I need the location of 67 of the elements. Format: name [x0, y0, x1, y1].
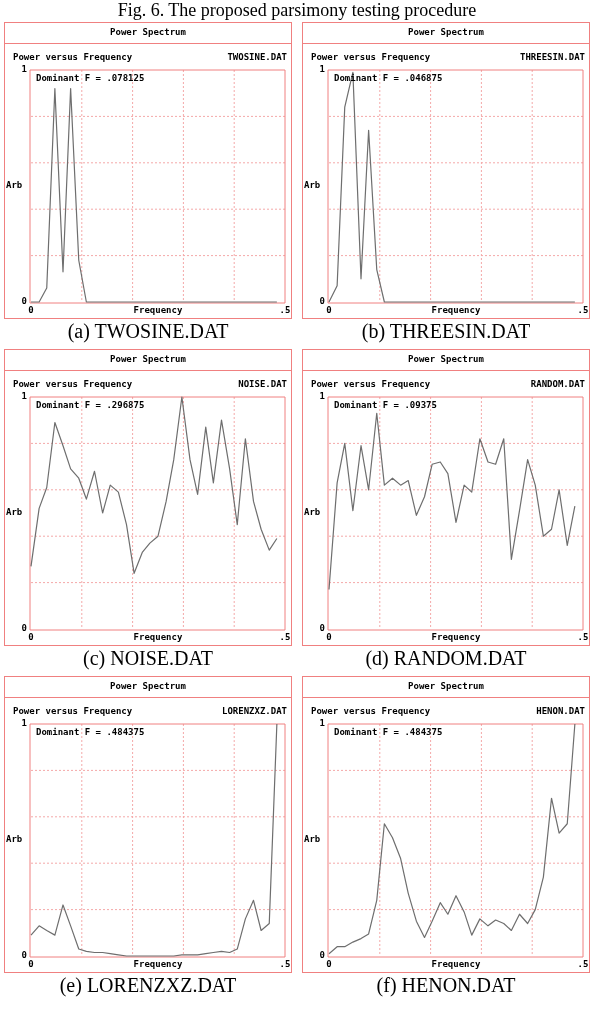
y-axis-title: Arb	[6, 834, 23, 845]
annotation: Dominant F = .484375	[334, 726, 443, 737]
y-axis-title: Arb	[6, 507, 23, 518]
y-tick-label: 0	[319, 296, 325, 307]
text: RANDOM.DAT	[530, 379, 585, 391]
annotation: Dominant F = .09375	[334, 399, 437, 410]
text: (d) RANDOM.DAT	[365, 646, 527, 670]
chart-title: Power Spectrum	[303, 23, 589, 44]
text: THREESIN.DAT	[519, 52, 585, 64]
text: TWOSINE.DAT	[227, 52, 287, 64]
y-tick-label: 0	[21, 296, 27, 307]
text: (c) NOISE.DAT	[83, 646, 213, 670]
y-tick-label: 1	[21, 391, 27, 402]
chart-title: Power Spectrum	[5, 350, 291, 371]
y-tick-label: 0	[21, 623, 27, 634]
x-tick-label: 0	[28, 958, 34, 969]
y-tick-label: 0	[319, 623, 325, 634]
annotation: Dominant F = .296875	[36, 399, 145, 410]
chart-subtitle: Power versus Frequency	[311, 706, 431, 718]
y-tick-label: 1	[319, 718, 325, 729]
x-tick-label: .5	[577, 958, 589, 969]
x-tick-label: 0	[326, 304, 332, 315]
x-tick-label: 0	[28, 304, 34, 315]
y-axis-title: Arb	[304, 834, 321, 845]
chart-title: Power Spectrum	[5, 23, 291, 44]
text: (f) HENON.DAT	[376, 973, 516, 997]
chart-subtitle: Power versus Frequency	[13, 706, 133, 718]
x-tick-label: 0	[326, 631, 332, 642]
y-tick-label: 0	[21, 950, 27, 961]
annotation: Dominant F = .078125	[36, 72, 145, 83]
text: LORENZXZ.DAT	[221, 706, 287, 718]
y-axis-title: Arb	[304, 180, 321, 191]
x-tick-label: .5	[577, 631, 589, 642]
y-tick-label: 1	[21, 64, 27, 75]
chart-title: Power Spectrum	[303, 350, 589, 371]
chart-title: Power Spectrum	[5, 677, 291, 698]
x-axis-title: Frequency	[431, 631, 481, 642]
y-axis-title: Arb	[304, 507, 321, 518]
x-tick-label: 0	[326, 958, 332, 969]
annotation: Dominant F = .484375	[36, 726, 145, 737]
y-tick-label: 1	[319, 64, 325, 75]
x-tick-label: 0	[28, 631, 34, 642]
text: (a) TWOSINE.DAT	[67, 319, 229, 343]
text: HENON.DAT	[536, 706, 585, 718]
text: (b) THREESIN.DAT	[361, 319, 531, 343]
y-tick-label: 1	[319, 391, 325, 402]
caption: Fig. 6. The proposed parsimony testing procedure	[116, 0, 478, 22]
chart-subtitle: Power versus Frequency	[13, 52, 133, 64]
text: NOISE.DAT	[238, 379, 287, 391]
x-axis-title: Frequency	[133, 631, 183, 642]
chart-subtitle: Power versus Frequency	[311, 52, 431, 64]
chart-subtitle: Power versus Frequency	[311, 379, 431, 391]
y-tick-label: 1	[21, 718, 27, 729]
x-tick-label: .5	[279, 958, 291, 969]
y-axis-title: Arb	[6, 180, 23, 191]
chart-title: Power Spectrum	[303, 677, 589, 698]
x-axis-title: Frequency	[133, 958, 183, 969]
x-tick-label: .5	[577, 304, 589, 315]
x-axis-title: Frequency	[431, 958, 481, 969]
annotation: Dominant F = .046875	[334, 72, 443, 83]
x-tick-label: .5	[279, 304, 291, 315]
text: (e) LORENZXZ.DAT	[59, 973, 237, 997]
chart-subtitle: Power versus Frequency	[13, 379, 133, 391]
x-axis-title: Frequency	[431, 304, 481, 315]
y-tick-label: 0	[319, 950, 325, 961]
x-tick-label: .5	[279, 631, 291, 642]
x-axis-title: Frequency	[133, 304, 183, 315]
